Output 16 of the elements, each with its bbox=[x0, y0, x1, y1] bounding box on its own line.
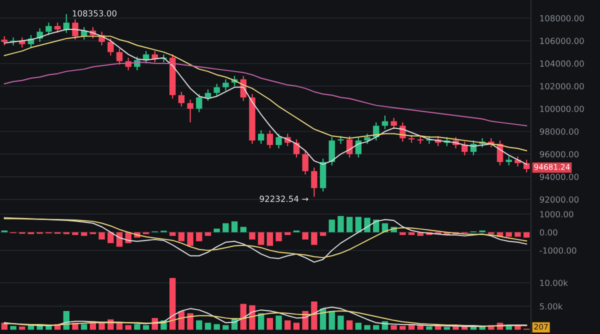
y-tick-label: 1000.00 bbox=[540, 211, 574, 218]
y-tick-label: 96000.00 bbox=[540, 151, 579, 158]
y-tick-label: 102000.00 bbox=[540, 83, 584, 90]
y-tick-label: 10.00k bbox=[540, 280, 568, 286]
y-tick-label: 100000.00 bbox=[540, 106, 584, 112]
y-tick-label: 0.00 bbox=[540, 229, 558, 236]
y-tick-label: 92000.00 bbox=[540, 196, 579, 203]
y-tick-label: 94000.00 bbox=[540, 174, 579, 180]
annotation: 108353.00 bbox=[72, 10, 116, 17]
y-tick-label: 106000.00 bbox=[540, 38, 584, 44]
y-tick-label: -1000.00 bbox=[540, 247, 576, 254]
y-tick-label: 108000.00 bbox=[540, 15, 584, 22]
y-tick-label: 5.00k bbox=[540, 303, 563, 310]
y-tick-label: 104000.00 bbox=[540, 60, 584, 67]
annotation: 92232.54 → bbox=[260, 196, 308, 202]
y-tick-label: 98000.00 bbox=[540, 128, 579, 135]
